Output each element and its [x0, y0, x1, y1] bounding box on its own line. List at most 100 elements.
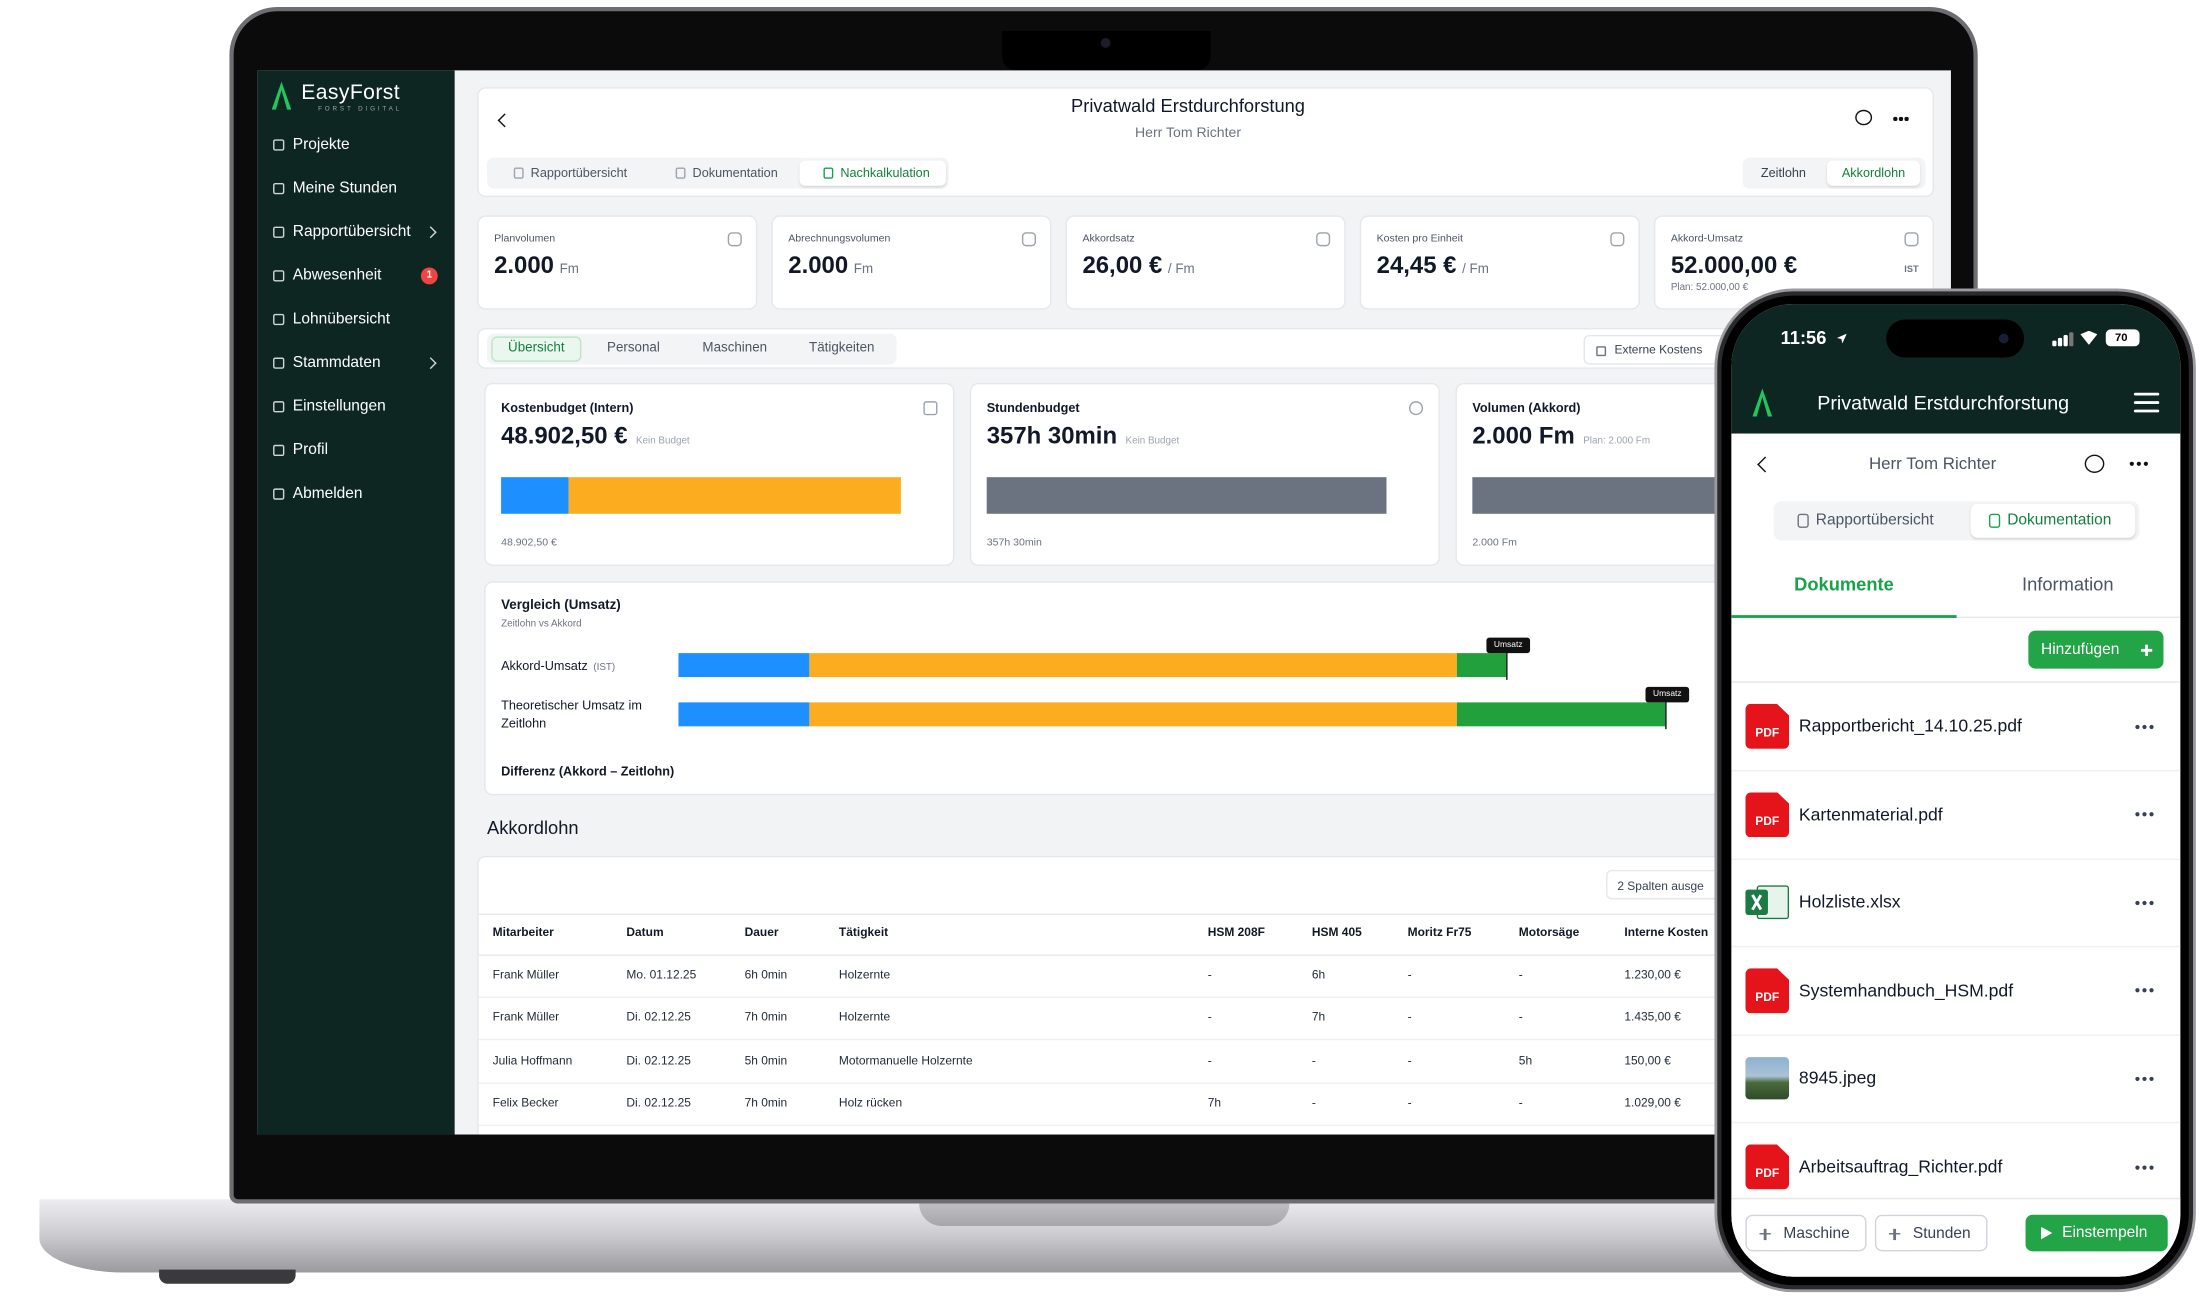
comment-button[interactable]	[1855, 109, 1873, 126]
location-arrow	[1836, 333, 1847, 344]
table-cell: 5h 0min	[744, 1052, 788, 1067]
marker-label: Umsatz	[1652, 689, 1682, 699]
comment-button[interactable]	[2084, 454, 2105, 473]
subtab[interactable]: Maschinen	[702, 339, 768, 356]
more-dot	[1898, 116, 1903, 121]
nav-item[interactable]: Profil	[292, 441, 329, 459]
table-cell: -	[1407, 1095, 1412, 1110]
kpi-value-row: 24,45 € / Fm	[1377, 252, 1489, 280]
tab[interactable]: Nachkalkulation	[840, 165, 930, 180]
column-header: HSM 405	[1311, 924, 1362, 940]
more-dot[interactable]	[2142, 900, 2147, 905]
active-tab-bg	[1970, 503, 2136, 538]
table-divider	[478, 913, 1936, 915]
phone-title: Privatwald Erstdurchforstung	[1817, 391, 2070, 414]
more-dot[interactable]	[2142, 1076, 2147, 1081]
file-name[interactable]: Rapportbericht_14.10.25.pdf	[1798, 716, 2022, 736]
file-badge: PDF	[1755, 1165, 1780, 1180]
button-label: Stunden	[1912, 1225, 1971, 1243]
kpi-label: Akkordsatz	[1082, 231, 1135, 245]
kpi-tag: IST	[1904, 265, 1919, 275]
play-icon	[2041, 1226, 2053, 1240]
budget-note: Kein Budget	[1125, 436, 1180, 447]
menu-line[interactable]	[2133, 401, 2160, 404]
budget-title: Stundenbudget	[986, 400, 1080, 416]
more-dot[interactable]	[2135, 988, 2140, 993]
back-button[interactable]	[1757, 456, 1774, 473]
badge-count: 1	[426, 270, 433, 281]
file-name[interactable]: Systemhandbuch_HSM.pdf	[1798, 980, 2014, 1001]
table-cell: -	[1311, 1095, 1316, 1110]
file-name[interactable]: Arbeitsauftrag_Richter.pdf	[1798, 1156, 2003, 1177]
more-dot[interactable]	[2142, 724, 2147, 729]
subtab[interactable]: Übersicht	[508, 339, 565, 356]
nav-item[interactable]: Projekte	[292, 136, 350, 153]
tab[interactable]: Dokumentation	[2007, 511, 2112, 529]
laptop-notch	[919, 1199, 1290, 1227]
budget-title: Kostenbudget (Intern)	[501, 400, 634, 416]
more-dot[interactable]	[2135, 900, 2140, 905]
toggle-option[interactable]: Zeitlohn	[1760, 165, 1806, 180]
table-cell: -	[1311, 1052, 1316, 1067]
more-dot[interactable]	[2135, 724, 2140, 729]
kpi-note: Plan: 52.000,00 €	[1670, 282, 1749, 293]
more-dot[interactable]	[2142, 1164, 2147, 1170]
tab[interactable]: Rapportübersicht	[1815, 511, 1934, 529]
more-dot[interactable]	[2149, 724, 2154, 729]
icon	[1316, 232, 1331, 247]
table-cell: -	[1407, 967, 1412, 982]
nav-item[interactable]: Meine Stunden	[292, 179, 397, 197]
kpi-value-row: 2.000 Fm	[494, 252, 579, 280]
column-header: Mitarbeiter	[492, 924, 554, 940]
budget-title: Volumen (Akkord)	[1472, 400, 1581, 416]
more-dot[interactable]	[2135, 812, 2140, 817]
budget-value-row: 2.000 Fm Plan: 2.000 Fm	[1472, 422, 1650, 450]
table-cell: 150,00 €	[1624, 1052, 1671, 1067]
file-name[interactable]: Kartenmaterial.pdf	[1798, 804, 1943, 825]
file-name[interactable]: 8945.jpeg	[1798, 1068, 1877, 1089]
more-dot[interactable]	[2149, 812, 2154, 817]
footer-button[interactable]: Maschine	[1745, 1214, 1867, 1252]
header-card: Privatwald Erstdurchforstung Herr Tom Ric…	[477, 87, 1935, 198]
more-dot[interactable]	[2142, 812, 2147, 817]
more-dot[interactable]	[2149, 1164, 2154, 1170]
menu-line[interactable]	[2133, 409, 2160, 413]
subtab[interactable]: Tätigkeiten	[809, 339, 875, 356]
kpi-value: 2.000	[494, 251, 554, 279]
more-dot	[1893, 116, 1897, 121]
more-dot[interactable]	[2135, 1164, 2140, 1170]
subtab[interactable]: Information	[2021, 573, 2114, 595]
more-dot[interactable]	[2142, 988, 2147, 993]
toggle-option[interactable]: Akkordlohn	[1841, 165, 1906, 180]
back-button[interactable]	[497, 113, 512, 128]
nav-item[interactable]: Abmelden	[292, 485, 363, 503]
more-dot[interactable]	[2149, 1076, 2154, 1081]
footer-button[interactable]: Stunden	[1874, 1214, 1988, 1252]
kpi-card: Akkordsatz 26,00 € / Fm	[1065, 215, 1346, 310]
more-dot[interactable]	[2149, 988, 2154, 993]
table-cell: Di. 02.12.25	[626, 1052, 691, 1067]
menu-line[interactable]	[2133, 392, 2160, 396]
subtab-group: Übersicht Personal Maschinen Tätigkeiten	[487, 333, 897, 365]
nav-item[interactable]: Einstellungen	[292, 397, 386, 415]
table-cell: Holzernte	[838, 967, 891, 982]
more-dot[interactable]	[2135, 1076, 2140, 1081]
icon	[675, 167, 686, 179]
nav-item[interactable]: Rapportübersicht	[292, 223, 411, 241]
project-title: Privatwald Erstdurchforstung	[1071, 95, 1305, 117]
nav-item[interactable]: Stammdaten	[292, 354, 381, 372]
more-dot[interactable]	[2149, 900, 2154, 905]
subtab[interactable]: Personal	[607, 339, 660, 356]
tab[interactable]: Rapportübersicht	[530, 165, 628, 180]
add-button[interactable]: Hinzufügen	[2028, 630, 2164, 669]
nav-item[interactable]: Lohnübersicht	[292, 310, 391, 328]
nav-item[interactable]: Abwesenheit	[292, 266, 382, 284]
footer-button[interactable]: Einstempeln	[2025, 1214, 2168, 1252]
table-cell: Di. 02.12.25	[626, 1009, 691, 1024]
subtab[interactable]: Dokumente	[1794, 573, 1894, 595]
tab[interactable]: Dokumentation	[692, 165, 778, 180]
table-cell: -	[1207, 1052, 1212, 1067]
bar-segment	[501, 477, 569, 514]
file-name[interactable]: Holzliste.xlsx	[1798, 892, 1901, 913]
